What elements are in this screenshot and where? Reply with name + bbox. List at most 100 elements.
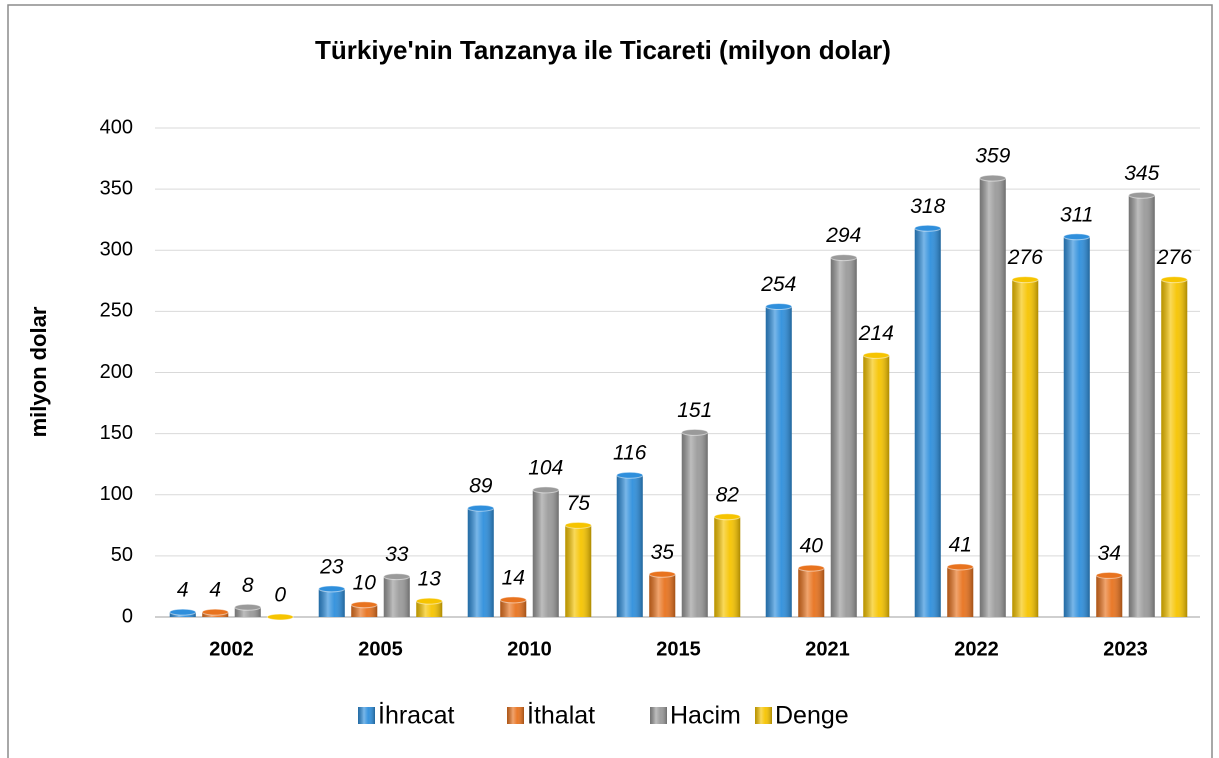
x-tick-label: 2021 (805, 638, 850, 660)
data-label: 0 (274, 584, 286, 607)
bar-shine (714, 516, 741, 617)
x-tick-label: 2023 (1103, 638, 1148, 660)
bar-shine (1161, 279, 1188, 617)
y-tick-label: 150 (100, 422, 133, 444)
data-label: 33 (385, 543, 409, 566)
bar-cap (979, 174, 1007, 182)
bar-cap (1128, 191, 1156, 199)
bar-shine (979, 178, 1006, 617)
data-label: 23 (319, 555, 344, 578)
data-label: 276 (1156, 246, 1192, 269)
bar-shine (947, 566, 974, 617)
data-label: 13 (418, 568, 442, 591)
legend-swatch-shine (755, 707, 772, 724)
data-label: 294 (825, 224, 861, 247)
y-tick-label: 0 (122, 605, 133, 627)
bar-cap (681, 428, 709, 436)
data-label: 82 (716, 483, 740, 506)
bar-shine (830, 257, 857, 617)
bar-cap (914, 224, 942, 232)
x-tick-label: 2010 (507, 638, 552, 660)
bar-cap (713, 513, 741, 521)
bar-cap (532, 486, 560, 494)
y-tick-label: 250 (100, 300, 133, 322)
data-label: 345 (1124, 162, 1159, 185)
legend-swatch-shine (650, 707, 667, 724)
data-label: 89 (469, 475, 493, 498)
bar-cap (765, 302, 793, 310)
data-label: 4 (177, 579, 189, 602)
bar-shine (765, 306, 792, 617)
data-label: 41 (949, 533, 972, 556)
bar-cap (415, 597, 443, 605)
y-tick-label: 200 (100, 361, 133, 383)
data-label: 214 (858, 322, 894, 345)
chart-title: Türkiye'nin Tanzanya ile Ticareti (milyo… (315, 35, 891, 65)
bar-cap (946, 563, 974, 571)
data-label: 10 (353, 571, 377, 594)
bar-cap (616, 471, 644, 479)
bar-cap (318, 585, 346, 593)
y-tick-label: 300 (100, 239, 133, 261)
bar-cap (467, 504, 495, 512)
bar-shine (914, 228, 941, 617)
legend-swatch-shine (507, 707, 524, 724)
x-tick-label: 2002 (209, 638, 254, 660)
bar-shine (532, 489, 559, 617)
bar-shine (1063, 236, 1090, 618)
bar-cap (266, 613, 294, 621)
bar-shine (649, 574, 676, 617)
y-axis-label: milyon dolar (26, 306, 51, 437)
bar-shine (1096, 575, 1123, 617)
bar-shine (318, 588, 345, 617)
data-label: 151 (677, 399, 712, 422)
bar-cap (564, 521, 592, 529)
data-label: 318 (910, 195, 945, 218)
bar-cap (499, 596, 527, 604)
data-label: 35 (651, 541, 675, 564)
legend-swatch-shine (358, 707, 375, 724)
bar-cap (169, 608, 197, 616)
bar-cap (1095, 571, 1123, 579)
bar-cap (862, 351, 890, 359)
y-tick-label: 100 (100, 483, 133, 505)
bar-cap (350, 601, 378, 609)
y-tick-label: 400 (100, 116, 133, 138)
data-label: 8 (242, 574, 254, 597)
bar-cap (234, 603, 262, 611)
legend-label: Hacim (670, 702, 741, 730)
y-tick-label: 350 (100, 177, 133, 199)
legend-label: İhracat (378, 701, 454, 730)
y-tick-label: 50 (111, 544, 133, 566)
bar-shine (616, 475, 643, 617)
bar-cap (1011, 276, 1039, 284)
bar-shine (681, 432, 708, 617)
bar-shine (234, 607, 261, 617)
data-label: 75 (567, 492, 591, 515)
data-label: 276 (1007, 246, 1043, 269)
data-label: 311 (1060, 203, 1093, 226)
bar-cap (1160, 276, 1188, 284)
bar-shine (1128, 195, 1155, 618)
data-label: 116 (613, 442, 647, 465)
data-label: 4 (209, 579, 221, 602)
bar-shine (383, 576, 410, 617)
bar-shine (798, 568, 825, 617)
bar-cap (648, 570, 676, 578)
data-label: 14 (502, 566, 525, 589)
bar-cap (383, 573, 411, 581)
chart-border (7, 4, 1213, 758)
data-label: 34 (1098, 542, 1121, 565)
bar-shine (1012, 279, 1039, 617)
bar-cap (830, 254, 858, 262)
x-tick-label: 2022 (954, 638, 999, 660)
bar-shine (863, 355, 890, 617)
bar-cap (797, 564, 825, 572)
bar-cap (1063, 233, 1091, 241)
data-label: 359 (975, 145, 1010, 168)
data-label: 254 (760, 273, 796, 296)
legend-label: İthalat (527, 701, 595, 730)
bar-cap (201, 608, 229, 616)
data-label: 104 (528, 456, 563, 479)
